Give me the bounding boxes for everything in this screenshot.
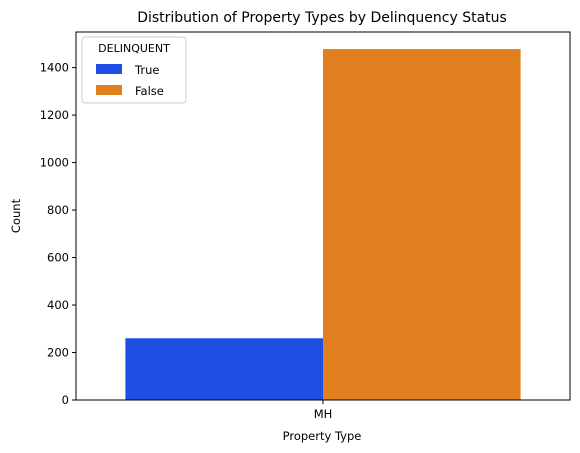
y-axis-label: Count xyxy=(9,198,23,233)
legend-swatch-false xyxy=(96,85,122,95)
y-tick-label: 0 xyxy=(62,393,69,407)
bars xyxy=(125,49,521,401)
y-axis: 0 200 400 600 800 1000 1200 1400 xyxy=(40,61,76,407)
y-tick-label: 600 xyxy=(47,251,69,265)
legend-swatch-true xyxy=(96,64,122,74)
y-tick-label: 400 xyxy=(47,298,69,312)
legend-label-true: True xyxy=(134,63,159,77)
y-tick-label: 1000 xyxy=(40,156,69,170)
y-tick-label: 800 xyxy=(47,203,69,217)
x-axis: MH xyxy=(314,400,333,421)
y-tick-label: 200 xyxy=(47,346,69,360)
legend: DELINQUENT True False xyxy=(81,36,187,104)
legend-label-false: False xyxy=(135,84,164,98)
bar-false-mh xyxy=(323,49,521,401)
x-tick-label: MH xyxy=(314,407,333,421)
legend-title: DELINQUENT xyxy=(98,42,170,55)
legend-items: True False xyxy=(96,63,164,98)
x-axis-label: Property Type xyxy=(283,429,362,443)
chart-title: Distribution of Property Types by Delinq… xyxy=(137,10,507,26)
y-tick-label: 1400 xyxy=(40,61,69,75)
y-tick-label: 1200 xyxy=(40,108,69,122)
bar-true-mh xyxy=(125,338,324,400)
